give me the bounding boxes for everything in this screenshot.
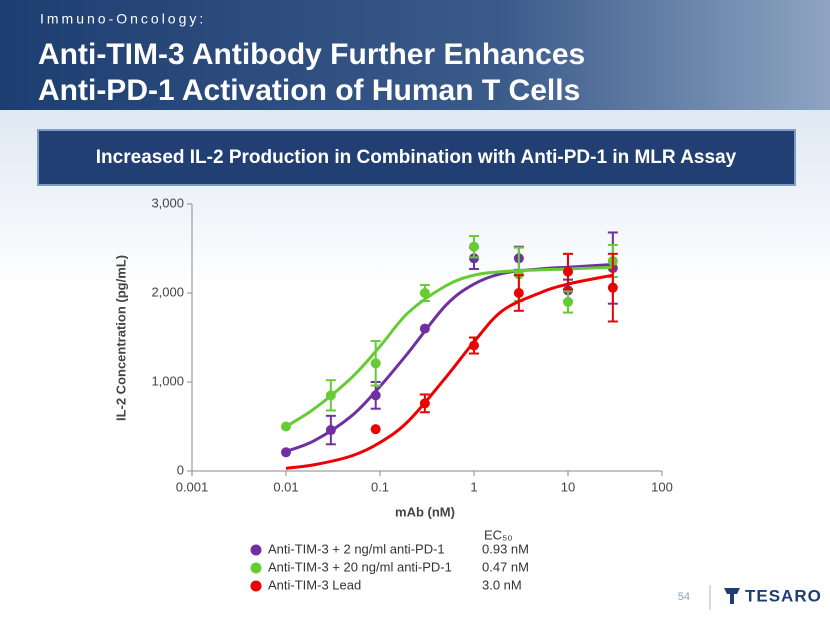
x-tick-label: 10 [561,479,575,494]
data-point [370,424,381,435]
x-tick-label: 100 [651,479,673,494]
legend-header: EC₅₀ [484,527,513,542]
legend-label: Anti-TIM-3 + 2 ng/ml anti-PD-1 [268,541,445,556]
legend-marker [250,562,262,574]
legend-ec50: 0.47 nM [482,559,529,574]
background [0,110,830,623]
data-point [325,390,336,401]
y-tick-label: 1,000 [151,373,184,388]
data-point [325,425,336,436]
banner [37,129,796,186]
legend-ec50: 0.93 nM [482,541,529,556]
data-point [563,266,573,277]
x-tick-label: 0.01 [273,479,298,494]
header-band [0,0,830,110]
title-line: Anti-TIM-3 Antibody Further Enhances [38,38,585,71]
data-point [607,282,618,293]
data-point [281,447,291,458]
fit-curve [285,273,614,470]
data-point [370,390,381,401]
fit-curve [285,265,613,428]
banner-text: Increased IL-2 Production in Combination… [96,147,737,168]
legend-ec50: 3.0 nM [482,577,522,592]
kicker: Immuno-Oncology: [40,11,206,27]
x-tick-label: 1 [470,479,477,494]
data-point [370,358,381,369]
y-tick-label: 2,000 [151,284,184,299]
legend-label: Anti-TIM-3 + 20 ng/ml anti-PD-1 [268,559,452,574]
data-point [469,241,479,252]
title-line: Anti-PD-1 Activation of Human T Cells [38,74,580,107]
y-tick-label: 0 [177,462,184,477]
data-point [419,323,430,334]
y-tick-label: 3,000 [151,195,184,210]
data-point [563,296,573,307]
data-point [419,398,430,409]
data-point [469,340,479,351]
page-number: 54 [678,591,690,603]
legend-label: Anti-TIM-3 Lead [268,577,361,592]
x-tick-label: 0.1 [371,479,389,494]
data-point [281,421,291,432]
logo: TESARO [745,586,822,605]
legend-marker [250,580,262,592]
logo-mark [724,588,740,604]
legend-marker [250,544,262,556]
data-point [419,288,430,298]
plot: 0 1,000 2,000 3,000 0.001 0.01 0.1 1 10 100 Anti-T… [151,195,672,592]
y-axis-title: IL-2 Concentration (pg/mL) [113,255,128,421]
x-axis-title: mAb (nM) [395,504,455,519]
data-point [513,288,524,298]
x-tick-label: 0.001 [176,479,209,494]
